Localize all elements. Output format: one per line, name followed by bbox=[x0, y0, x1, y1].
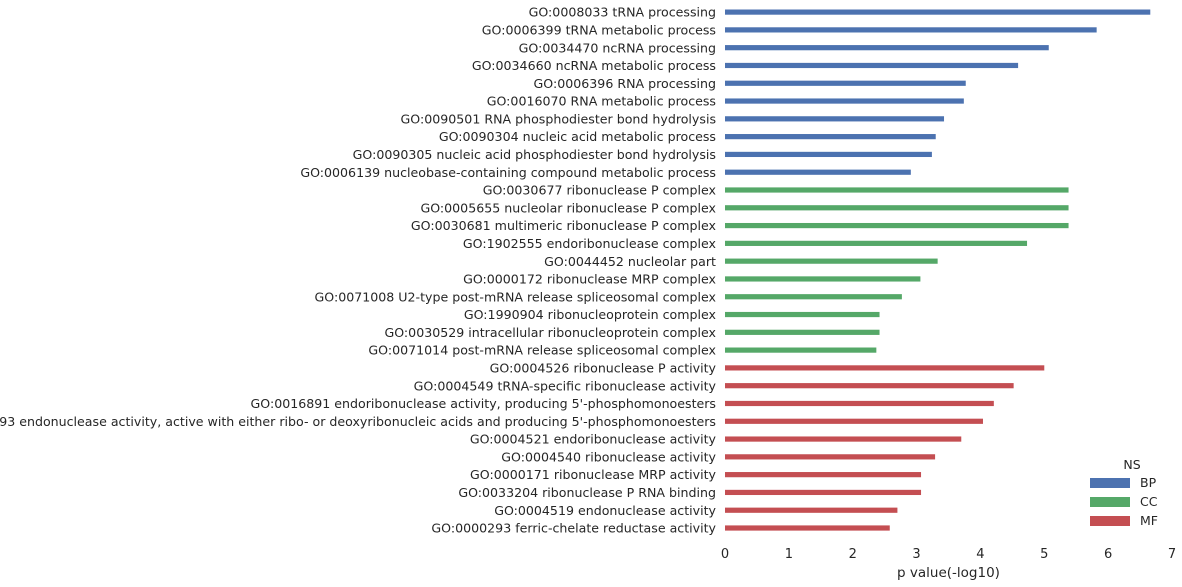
category-label: GO:0016891 endoribonuclease activity, pr… bbox=[251, 396, 717, 411]
category-label: GO:0034660 ncRNA metabolic process bbox=[472, 58, 716, 73]
category-label: GO:0006396 RNA processing bbox=[534, 76, 716, 91]
x-axis-label: p value(-log10) bbox=[897, 565, 1000, 581]
category-label: GO:0044452 nucleolar part bbox=[544, 254, 716, 269]
x-tick-label: 5 bbox=[1040, 547, 1048, 562]
x-tick-label: 6 bbox=[1104, 547, 1112, 562]
category-label: GO:1902555 endoribonuclease complex bbox=[463, 236, 717, 251]
category-label: GO:0004549 tRNA-specific ribonuclease ac… bbox=[414, 378, 717, 393]
category-label: GO:0004526 ribonuclease P activity bbox=[490, 361, 717, 376]
category-label: GO:0016070 RNA metabolic process bbox=[487, 94, 716, 109]
bar-bp bbox=[725, 98, 964, 104]
category-label: GO:0000172 ribonuclease MRP complex bbox=[463, 272, 716, 287]
bar-cc bbox=[725, 187, 1069, 193]
category-label: GO:0004540 ribonuclease activity bbox=[501, 449, 716, 464]
category-label: GO:0030529 intracellular ribonucleoprote… bbox=[384, 325, 716, 340]
x-tick-label: 3 bbox=[912, 547, 920, 562]
bar-bp bbox=[725, 80, 966, 86]
bar-mf bbox=[725, 472, 922, 478]
bar-cc bbox=[725, 294, 902, 300]
legend-swatch-bp bbox=[1090, 478, 1130, 488]
bar-cc bbox=[725, 240, 1028, 246]
category-label: GO:0004521 endoribonuclease activity bbox=[470, 432, 717, 447]
x-tick-label: 7 bbox=[1168, 547, 1176, 562]
bar-mf bbox=[725, 383, 1014, 389]
bar-mf bbox=[725, 400, 994, 407]
bar-cc bbox=[725, 276, 921, 282]
x-axis-ticks: 0 1 2 3 4 5 6 7 bbox=[721, 547, 1176, 562]
category-label: GO:0000293 ferric-chelate reductase acti… bbox=[431, 521, 716, 536]
bar-mf bbox=[725, 436, 962, 442]
bar-cc bbox=[725, 205, 1069, 211]
bar-bp bbox=[725, 45, 1049, 51]
x-tick-label: 0 bbox=[721, 547, 729, 562]
legend-swatch-cc bbox=[1090, 497, 1130, 507]
category-label: GO:0071008 U2-type post-mRNA release spl… bbox=[315, 289, 717, 304]
category-label: GO:0005655 nucleolar ribonuclease P comp… bbox=[420, 200, 716, 215]
legend-swatch-mf bbox=[1090, 516, 1130, 526]
legend-title: NS bbox=[1123, 457, 1140, 472]
category-label: GO:0006139 nucleobase-containing compoun… bbox=[300, 165, 716, 180]
bar-cc bbox=[725, 311, 880, 318]
x-tick-label: 2 bbox=[849, 547, 857, 562]
bar-bp bbox=[725, 169, 911, 175]
bar-mf bbox=[725, 525, 890, 531]
bar-bp bbox=[725, 62, 1019, 69]
bar-cc bbox=[725, 347, 877, 353]
category-label: GO:0033204 ribonuclease P RNA binding bbox=[458, 485, 716, 500]
x-tick-label: 1 bbox=[785, 547, 793, 562]
category-label: GO:0000171 ribonuclease MRP activity bbox=[470, 467, 717, 482]
bar-mf bbox=[725, 507, 898, 513]
bar-mf bbox=[725, 418, 983, 424]
category-label: GO:0030677 ribonuclease P complex bbox=[483, 183, 717, 198]
bar-bp bbox=[725, 116, 945, 122]
category-label: GO:0090305 nucleic acid phosphodiester b… bbox=[353, 147, 716, 162]
category-label: GO:0034470 ncRNA processing bbox=[519, 40, 716, 55]
bar-bp bbox=[725, 134, 936, 140]
category-label: GO:0030681 multimeric ribonuclease P com… bbox=[411, 218, 717, 233]
bar-mf bbox=[725, 454, 936, 460]
bar-cc bbox=[725, 222, 1069, 229]
category-labels: GO:0008033 tRNA processing GO:0006399 tRN… bbox=[0, 5, 717, 536]
bar-bp bbox=[725, 151, 932, 158]
legend-label-bp: BP bbox=[1140, 475, 1157, 490]
bar-bp bbox=[725, 9, 1151, 15]
bar-mf bbox=[725, 365, 1045, 371]
category-label: GO:0006399 tRNA metabolic process bbox=[482, 22, 716, 37]
category-label: GO:0090501 RNA phosphodiester bond hydro… bbox=[401, 111, 716, 126]
bar-cc bbox=[725, 258, 938, 264]
x-tick-label: 4 bbox=[976, 547, 984, 562]
legend-label-mf: MF bbox=[1140, 513, 1158, 528]
bar-mf bbox=[725, 489, 922, 496]
legend: NS BP CC MF bbox=[1090, 457, 1158, 528]
category-label: GO:0071014 post-mRNA release spliceosoma… bbox=[368, 343, 716, 358]
category-label: GO:0008033 tRNA processing bbox=[529, 5, 716, 20]
category-label: GO:1990904 ribonucleoprotein complex bbox=[464, 307, 717, 322]
bars-layer bbox=[725, 9, 1151, 531]
category-label: GO:0004519 endonuclease activity bbox=[494, 503, 716, 518]
category-label: GO:0016893 endonuclease activity, active… bbox=[0, 414, 716, 429]
legend-label-cc: CC bbox=[1140, 494, 1158, 509]
bar-bp bbox=[725, 27, 1097, 33]
bar-cc bbox=[725, 329, 880, 335]
category-label: GO:0090304 nucleic acid metabolic proces… bbox=[439, 129, 716, 144]
